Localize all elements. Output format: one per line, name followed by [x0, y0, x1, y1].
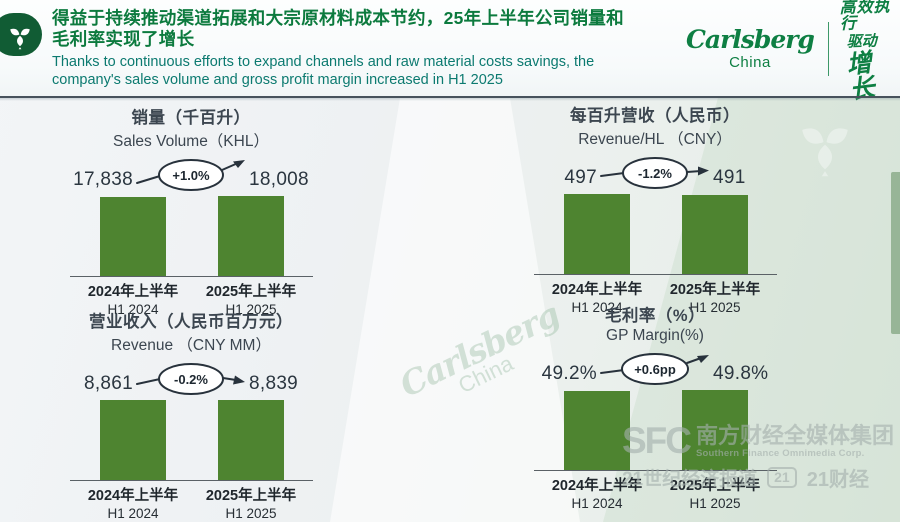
chart-title-zh: 销量（千百升） [131, 109, 251, 127]
value-2024: 497 [564, 167, 597, 188]
chart-sales-volume: 销量（千百升） Sales Volume（KHL） 17,838 +1.0% 1… [30, 104, 352, 322]
value-row: 17,838 +1.0% 18,008 [30, 156, 352, 196]
value-row: 49.2% +0.6pp 49.8% [494, 350, 816, 390]
chart-revenue: 营业收入（人民币百万元） Revenue （CNY MM） 8,861 -0.2… [30, 308, 352, 522]
value-2024: 8,861 [83, 373, 133, 394]
sfc-21century-label: 21世纪经济报道 [621, 469, 758, 490]
sfc-org-name-en: Southern Finance Omnimedia Corp. [695, 448, 865, 459]
chart-title-en: Revenue/HL （CNY） [578, 131, 732, 148]
bars-area [30, 196, 352, 276]
category-h1-2025: 2025年上半年 H1 2025 [669, 478, 761, 511]
brand-divider [827, 22, 829, 76]
x-axis-line [70, 480, 313, 481]
bar-h1-2025 [682, 195, 748, 274]
bars-area [30, 400, 352, 480]
change-badge: +1.0% [136, 159, 245, 191]
change-badge: -1.2% [600, 157, 709, 189]
category-labels: 2024年上半年 H1 2024 2025年上半年 H1 2025 [30, 280, 352, 322]
chart-revenue-per-hl: 每百升营收（人民币） Revenue/HL （CNY） 497 -1.2% 49… [494, 102, 816, 320]
hop-leaf-icon [10, 28, 30, 49]
carlsberg-wordmark: Carlsberg [686, 25, 815, 54]
x-axis-line [534, 274, 777, 275]
category-h1-2025: 2025年上半年 H1 2025 [205, 488, 297, 521]
carlsberg-hop-badge [0, 13, 42, 56]
change-label: +1.0% [172, 168, 210, 183]
category-h1-2025: 2025年上半年 H1 2025 [669, 282, 761, 315]
headline-zh-line1: 得益于持续推动渠道拓展和大宗原材料成本节约，25年上半年公司销量和 [52, 8, 624, 28]
headline-block: 得益于持续推动渠道拓展和大宗原材料成本节约，25年上半年公司销量和 毛利率实现了… [52, 8, 702, 89]
change-label: +0.6pp [634, 362, 676, 377]
bar-h1-2024 [100, 400, 166, 480]
value-2025: 18,008 [249, 169, 309, 190]
header-divider-shadow [0, 98, 900, 101]
brand-area: Carlsberg China 高效执行 驱动增长 [686, 0, 892, 104]
header: 得益于持续推动渠道拓展和大宗原材料成本节约，25年上半年公司销量和 毛利率实现了… [0, 0, 900, 104]
background-flag-strip [891, 172, 900, 334]
bar-h1-2025 [682, 390, 748, 470]
category-h1-2024: 2024年上半年 H1 2024 [87, 284, 179, 317]
sfc-press-watermark: SFC 南方财经全媒体集团 Southern Finance Omnimedia… [621, 420, 894, 492]
headline-en-line1: Thanks to continuous efforts to expand c… [52, 54, 595, 70]
slogan-line1: 高效执行 [839, 0, 891, 33]
bar-h1-2024 [564, 391, 630, 470]
x-axis-line [534, 470, 777, 471]
category-h1-2024: 2024年上半年 H1 2024 [87, 488, 179, 521]
chart-title-zh: 每百升营收（人民币） [570, 107, 740, 125]
value-row: 497 -1.2% 491 [494, 154, 816, 194]
sfc-21caijing-label: 21财经 [806, 469, 869, 491]
bar-h1-2024 [100, 197, 166, 276]
chart-title-zh: 营业收入（人民币百万元） [89, 313, 293, 331]
x-axis-line [70, 276, 313, 277]
bar-h1-2025 [218, 400, 284, 480]
slogan-line2: 驱动增长 [844, 32, 877, 104]
header-divider-line [0, 96, 900, 98]
carlsberg-region: China [729, 54, 771, 71]
bar-h1-2025 [218, 196, 284, 276]
chart-title-en: GP Margin(%) [606, 327, 704, 344]
chart-title-zh: 毛利率（%） [604, 307, 706, 325]
change-badge: +0.6pp [600, 353, 709, 385]
value-row: 8,861 -0.2% 8,839 [30, 360, 352, 400]
change-badge: -0.2% [136, 363, 245, 395]
sfc-org-name-zh: 南方财经全媒体集团 [695, 423, 894, 448]
headline-en-line2: company's sales volume and gross profit … [52, 72, 503, 89]
chart-title-en: Revenue （CNY MM） [111, 337, 271, 354]
sfc-logo: SFC [621, 420, 692, 461]
change-label: -1.2% [638, 166, 672, 181]
sfc-21-badge-icon: 21 [767, 466, 797, 489]
value-2025: 8,839 [249, 373, 299, 394]
category-h1-2025: 2025年上半年 H1 2025 [205, 284, 297, 317]
bars-area [494, 194, 816, 274]
category-labels: 2024年上半年 H1 2024 2025年上半年 H1 2025 [30, 484, 352, 522]
chart-title-en: Sales Volume（KHL） [113, 133, 269, 150]
value-2024: 49.2% [541, 363, 597, 384]
value-2025: 49.8% [713, 363, 769, 384]
value-2024: 17,838 [73, 169, 133, 190]
headline-zh-line2: 毛利率实现了增长 [52, 29, 195, 49]
brand-slogan: 高效执行 驱动增长 [839, 0, 894, 104]
value-2025: 491 [713, 167, 746, 188]
change-label: -0.2% [174, 372, 208, 387]
bar-h1-2024 [564, 194, 630, 274]
carlsberg-logo: Carlsberg China [686, 25, 815, 71]
